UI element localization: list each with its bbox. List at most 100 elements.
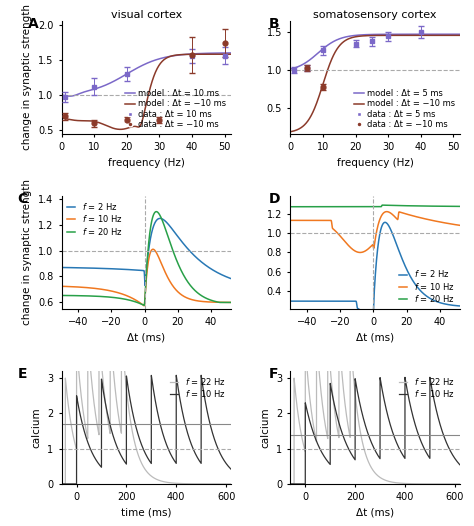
$f$ = 20 Hz [141,302,147,308]
$f$ = 10 Hz [65,481,71,487]
$f$ = 10 Hz [427,374,433,380]
Line: $f$ = 22 Hz: $f$ = 22 Hz [288,332,461,484]
$f$ = 10 Hz [387,422,393,428]
$f$ = 20 Hz [296,204,302,210]
X-axis label: Δt (ms): Δt (ms) [356,508,394,518]
$f$ = 20 Hz [223,299,229,306]
$f$ = 2 Hz [228,276,234,282]
$f$ = 10 Hz [395,442,401,449]
$f$ = 2 Hz [457,303,463,309]
$f$ = 20 Hz [370,204,375,210]
Line: $f$ = 22 Hz: $f$ = 22 Hz [59,328,232,484]
$f$ = 10 Hz [223,299,229,306]
Y-axis label: calcium: calcium [31,407,42,448]
$f$ = 10 Hz [452,221,458,228]
Title: visual cortex: visual cortex [111,11,182,21]
X-axis label: frequency (Hz): frequency (Hz) [108,158,185,168]
$f$ = 10 Hz [192,297,198,304]
$f$ = 20 Hz [154,208,159,215]
Text: F: F [268,367,278,380]
$f$ = 20 Hz [228,299,234,306]
$f$ = 22 Hz [118,325,124,331]
Text: B: B [268,16,279,31]
$f$ = 2 Hz [141,268,147,274]
$f$ = 22 Hz [388,479,393,485]
$f$ = 22 Hz [347,329,353,335]
$f$ = 20 Hz [59,292,64,299]
$f$ = 2 Hz [452,302,458,309]
$f$ = 2 Hz [157,215,163,221]
Line: $f$ = 10 Hz: $f$ = 10 Hz [291,211,460,252]
$f$ = 20 Hz [380,202,385,208]
$f$ = 10 Hz [159,426,164,432]
$f$ = 10 Hz [150,246,156,252]
$f$ = 10 Hz [198,372,204,378]
Legend: $f$ = 22 Hz, $f$ = 10 Hz: $f$ = 22 Hz, $f$ = 10 Hz [398,375,456,400]
$f$ = 2 Hz [288,298,293,305]
$f$ = 10 Hz [370,241,376,248]
$f$ = 22 Hz [159,478,164,484]
$f$ = 20 Hz [192,288,198,294]
$f$ = 10 Hz [365,246,371,252]
Y-axis label: change in synaptic strength: change in synaptic strength [22,179,32,326]
Text: E: E [18,367,27,380]
$f$ = 10 Hz [458,463,464,469]
$f$ = 2 Hz [452,302,458,309]
$f$ = 10 Hz [166,448,172,454]
$f$ = 22 Hz [348,335,354,341]
$f$ = 20 Hz [141,302,147,308]
X-axis label: Δt (ms): Δt (ms) [128,333,165,343]
$f$ = 2 Hz [137,267,142,274]
$f$ = 20 Hz [67,292,73,299]
$f$ = 22 Hz [119,331,125,337]
$f$ = 10 Hz [137,299,142,306]
$f$ = 10 Hz [285,481,291,487]
$f$ = 22 Hz [65,398,71,404]
$f$ = 10 Hz [288,217,293,224]
$f$ = 10 Hz [457,222,463,228]
X-axis label: frequency (Hz): frequency (Hz) [337,158,413,168]
$f$ = 22 Hz [285,481,291,487]
$f$ = 22 Hz [166,480,172,486]
Text: C: C [18,191,28,206]
$f$ = 22 Hz [229,481,235,487]
$f$ = 10 Hz [141,302,147,309]
$f$ = 2 Hz [421,291,427,297]
$f$ = 10 Hz [141,302,147,309]
$f$ = 10 Hz [294,481,300,487]
Y-axis label: change in synaptic strength: change in synaptic strength [22,5,32,150]
$f$ = 10 Hz [194,453,200,460]
$f$ = 22 Hz [458,481,464,487]
$f$ = 2 Hz [192,254,198,260]
$f$ = 10 Hz [185,430,191,436]
$f$ = 10 Hz [421,216,427,222]
Line: $f$ = 2 Hz: $f$ = 2 Hz [291,222,460,323]
$f$ = 2 Hz [296,298,302,305]
$f$ = 10 Hz [357,249,363,256]
$f$ = 20 Hz [288,204,293,210]
$f$ = 22 Hz [294,399,300,406]
$f$ = 2 Hz [59,265,64,271]
$f$ = 22 Hz [56,481,62,487]
$f$ = 20 Hz [365,204,371,210]
Legend: $f$ = 2 Hz, $f$ = 10 Hz, $f$ = 20 Hz: $f$ = 2 Hz, $f$ = 10 Hz, $f$ = 20 Hz [398,268,456,305]
Y-axis label: calcium: calcium [260,407,270,448]
Legend: $f$ = 22 Hz, $f$ = 10 Hz: $f$ = 22 Hz, $f$ = 10 Hz [169,375,227,400]
$f$ = 22 Hz [395,480,401,486]
$f$ = 10 Hz [229,467,235,473]
Legend: model : Δt = 5 ms, model : Δt = −10 ms, data : Δt = 5 ms, data : Δt = −10 ms: model : Δt = 5 ms, model : Δt = −10 ms, … [353,88,456,130]
$f$ = 20 Hz [137,300,142,307]
$f$ = 10 Hz [296,217,302,224]
$f$ = 10 Hz [384,208,390,215]
$f$ = 2 Hz [382,219,388,226]
$f$ = 22 Hz [423,481,428,487]
$f$ = 10 Hz [348,449,354,456]
X-axis label: time (ms): time (ms) [121,508,172,518]
$f$ = 22 Hz [194,481,200,487]
$f$ = 10 Hz [119,454,125,460]
$f$ = 20 Hz [421,203,427,209]
Legend: model : Δt = 10 ms, model : Δt = −10 ms, data : Δt = 10 ms, data : Δt = −10 ms: model : Δt = 10 ms, model : Δt = −10 ms,… [125,88,227,130]
X-axis label: Δt (ms): Δt (ms) [356,333,394,343]
$f$ = 2 Hz [370,320,375,327]
Line: $f$ = 20 Hz: $f$ = 20 Hz [291,205,460,207]
